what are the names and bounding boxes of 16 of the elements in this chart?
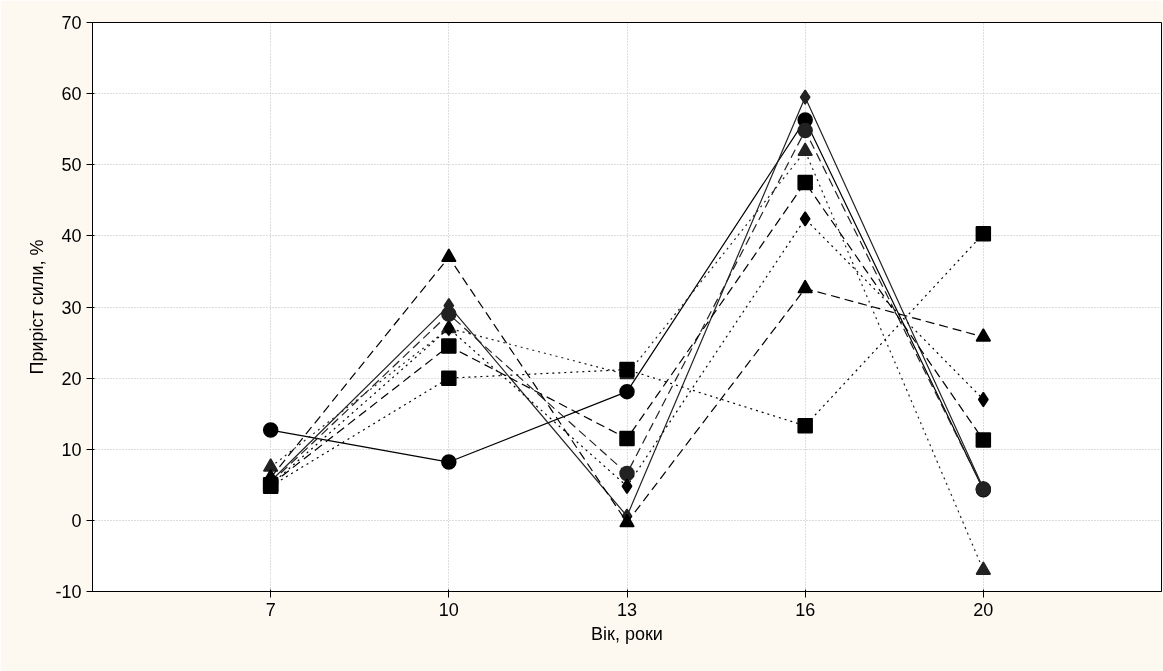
- x-tick-label: 7: [265, 599, 276, 620]
- y-tick-label: 60: [61, 84, 82, 105]
- y-tick-label: 70: [61, 13, 82, 33]
- y-tick-label: 40: [61, 226, 82, 247]
- y-tick-label: 0: [71, 510, 82, 531]
- y-tick-label: 10: [61, 439, 82, 460]
- y-tick-label: 30: [61, 297, 82, 318]
- x-tick-label: 20: [973, 599, 994, 620]
- y-tick-label: 20: [61, 368, 82, 389]
- x-axis-title: Вік, роки: [591, 623, 663, 644]
- x-tick-label: 10: [438, 599, 459, 620]
- y-axis-title: Приріст сили, %: [27, 239, 48, 375]
- y-tick-label: 50: [61, 155, 82, 176]
- x-tick-label: 13: [616, 599, 638, 620]
- x-tick-label: 16: [795, 599, 816, 620]
- y-tick-label: -10: [55, 582, 82, 602]
